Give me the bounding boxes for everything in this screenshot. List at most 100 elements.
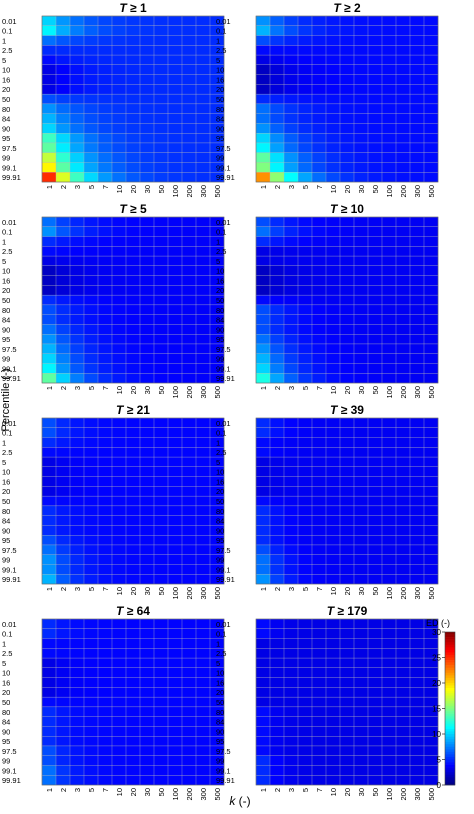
heatmap-cell: [312, 256, 326, 266]
heatmap-cell: [56, 324, 70, 334]
heatmap-cell: [410, 447, 424, 457]
heatmap-cell: [284, 629, 298, 639]
colorbar-tick-label: 5: [437, 756, 442, 765]
y-tick-label: 80: [216, 306, 224, 315]
heatmap-cell: [368, 756, 382, 766]
heatmap-cell: [284, 717, 298, 727]
heatmap-cell: [168, 373, 182, 383]
panel-title: T ≥ 5: [119, 202, 147, 216]
heatmap-cell: [182, 172, 196, 182]
y-tick-label: 80: [216, 105, 224, 114]
heatmap-cell: [298, 658, 312, 668]
y-tick-label: 0.1: [216, 27, 226, 36]
heatmap-cell: [326, 525, 340, 535]
heatmap-cell: [410, 114, 424, 124]
y-tick-label: 10: [2, 468, 10, 477]
heatmap-cell: [284, 707, 298, 717]
heatmap-cell: [168, 84, 182, 94]
heatmap-cell: [326, 736, 340, 746]
heatmap-cell: [326, 707, 340, 717]
heatmap-cell: [154, 648, 168, 658]
heatmap-cell: [256, 486, 270, 496]
heatmap-cell: [182, 697, 196, 707]
y-tick-label: 0.1: [216, 429, 226, 438]
heatmap-cell: [182, 775, 196, 785]
heatmap-cell: [182, 457, 196, 467]
heatmap-cell: [354, 354, 368, 364]
colorbar-segment: [445, 683, 455, 686]
heatmap-cell: [396, 525, 410, 535]
heatmap-cell: [126, 172, 140, 182]
heatmap-cell: [382, 486, 396, 496]
heatmap-cell: [56, 172, 70, 182]
heatmap-cell: [70, 418, 84, 428]
heatmap-cell: [396, 75, 410, 85]
y-tick-label: 99: [2, 355, 10, 364]
heatmap-cell: [382, 697, 396, 707]
heatmap-cell: [112, 629, 126, 639]
heatmap-cell: [256, 285, 270, 295]
heatmap-cell: [112, 94, 126, 104]
heatmap-cell: [298, 334, 312, 344]
heatmap-cell: [368, 295, 382, 305]
y-tick-label: 97.5: [216, 546, 231, 555]
heatmap-cell: [168, 457, 182, 467]
heatmap-cell: [168, 266, 182, 276]
x-tick-label: 300: [413, 587, 422, 600]
heatmap-cell: [396, 153, 410, 163]
heatmap-cell: [196, 65, 210, 75]
heatmap-cell: [298, 217, 312, 227]
heatmap-cell: [168, 344, 182, 354]
heatmap-cell: [382, 227, 396, 237]
heatmap-cell: [284, 496, 298, 506]
heatmap-cell: [256, 629, 270, 639]
heatmap-cell: [340, 765, 354, 775]
heatmap-cell: [312, 114, 326, 124]
heatmap-cell: [154, 104, 168, 114]
heatmap-cell: [284, 295, 298, 305]
heatmap-cell: [140, 457, 154, 467]
heatmap-cell: [84, 697, 98, 707]
heatmap-cell: [340, 217, 354, 227]
heatmap-cell: [326, 678, 340, 688]
heatmap-cell: [312, 354, 326, 364]
heatmap-cell: [112, 438, 126, 448]
heatmap-cell: [98, 564, 112, 574]
heatmap-cell: [42, 153, 56, 163]
heatmap-cell: [56, 619, 70, 629]
heatmap-cell: [396, 324, 410, 334]
heatmap-cell: [396, 775, 410, 785]
heatmap-cell: [256, 315, 270, 325]
heatmap-cell: [42, 104, 56, 114]
heatmap-cell: [424, 123, 438, 133]
heatmap-cell: [140, 535, 154, 545]
heatmap-cell: [112, 363, 126, 373]
heatmap-cell: [340, 285, 354, 295]
heatmap-cell: [396, 418, 410, 428]
colorbar-segment: [445, 721, 455, 724]
heatmap-cell: [298, 564, 312, 574]
heatmap-cell: [182, 619, 196, 629]
heatmap-cell: [396, 678, 410, 688]
heatmap-cell: [396, 535, 410, 545]
heatmap-cell: [410, 354, 424, 364]
y-tick-label: 16: [216, 276, 224, 285]
heatmap-cell: [298, 305, 312, 315]
heatmap-cell: [42, 668, 56, 678]
heatmap-cell: [98, 668, 112, 678]
colorbar-segment: [445, 762, 455, 765]
heatmap-cell: [298, 227, 312, 237]
heatmap-cell: [168, 648, 182, 658]
heatmap-cell: [154, 457, 168, 467]
heatmap-cell: [42, 687, 56, 697]
heatmap-cell: [340, 133, 354, 143]
heatmap-cell: [98, 65, 112, 75]
heatmap-cell: [182, 84, 196, 94]
heatmap-cell: [396, 658, 410, 668]
heatmap-cell: [84, 373, 98, 383]
heatmap-cell: [112, 765, 126, 775]
x-tick-label: 30: [143, 386, 152, 394]
y-tick-label: 2.5: [216, 247, 226, 256]
heatmap-cell: [270, 496, 284, 506]
heatmap-cell: [168, 496, 182, 506]
